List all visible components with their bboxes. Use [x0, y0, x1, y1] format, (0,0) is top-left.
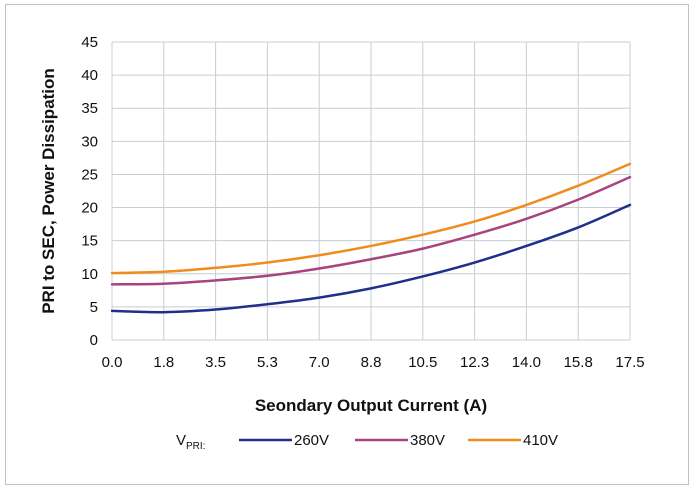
y-tick-label: 45 [81, 34, 98, 51]
x-tick-label: 7.0 [309, 354, 330, 371]
x-tick-label: 10.5 [408, 354, 437, 371]
y-tick-label: 30 [81, 133, 98, 150]
x-axis-title: Seondary Output Current (A) [255, 396, 487, 415]
legend-label-380V: 380V [410, 432, 445, 449]
legend: VPRI: 260V 380V 410V [176, 432, 558, 452]
legend-label-410V: 410V [523, 432, 558, 449]
y-tick-labels: 0 5 10 15 20 25 30 35 40 45 [81, 34, 98, 349]
legend-prefix-sub: PRI: [186, 441, 205, 452]
series-line-380V [110, 175, 632, 286]
x-tick-label: 8.8 [361, 354, 382, 371]
x-tick-label: 1.8 [153, 354, 174, 371]
power-dissipation-chart: 0 5 10 15 20 25 30 35 40 45 0.0 1.8 3.5 5.3 7.0 8.8 10.… [39, 34, 645, 452]
y-tick-label: 20 [81, 200, 98, 217]
y-tick-label: 5 [90, 299, 98, 316]
y-tick-label: 10 [81, 266, 98, 283]
y-tick-label: 40 [81, 67, 98, 84]
legend-label-260V: 260V [294, 432, 329, 449]
grid [111, 41, 631, 341]
x-tick-label: 15.8 [564, 354, 593, 371]
y-tick-label: 15 [81, 233, 98, 250]
series-lines [110, 162, 632, 314]
legend-prefix: VPRI: [176, 432, 205, 452]
x-tick-label: 14.0 [512, 354, 541, 371]
legend-items: 260V 380V 410V [239, 432, 558, 449]
x-tick-label: 17.5 [615, 354, 644, 371]
y-tick-label: 25 [81, 166, 98, 183]
x-tick-label: 3.5 [205, 354, 226, 371]
legend-prefix-main: V [176, 432, 186, 449]
x-tick-label: 5.3 [257, 354, 278, 371]
y-axis-title: PRI to SEC, Power Dissipation [39, 68, 58, 314]
chart-frame: 0 5 10 15 20 25 30 35 40 45 0.0 1.8 3.5 5.3 7.0 8.8 10.… [5, 4, 689, 485]
y-tick-label: 0 [90, 332, 98, 349]
x-tick-label: 0.0 [102, 354, 123, 371]
x-tick-labels: 0.0 1.8 3.5 5.3 7.0 8.8 10.5 12.3 14.0 15.8 17.5 [102, 354, 645, 371]
y-tick-label: 35 [81, 100, 98, 117]
x-tick-label: 12.3 [460, 354, 489, 371]
series-line-260V [110, 203, 632, 314]
series-line-410V [110, 162, 632, 275]
